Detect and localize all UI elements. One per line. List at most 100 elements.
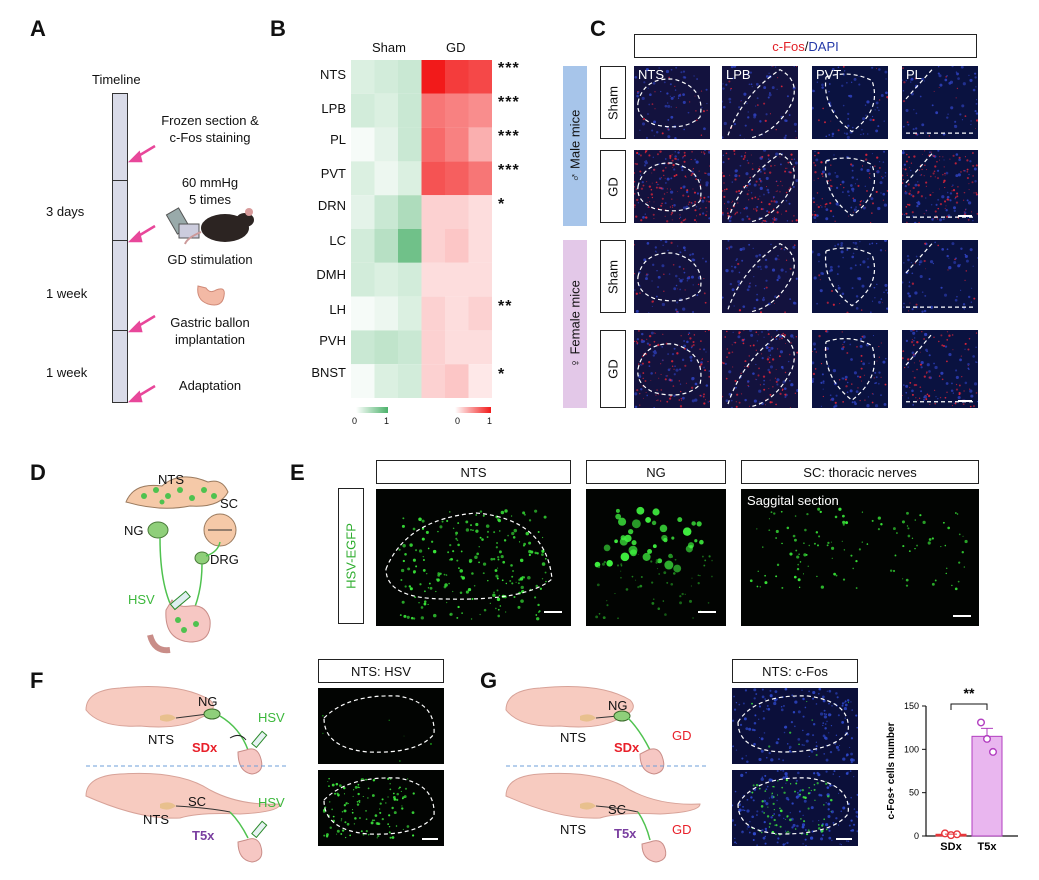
micrograph-g-top <box>732 688 858 764</box>
timeline-bar <box>112 93 128 403</box>
heatmap-cell-gd <box>421 161 445 196</box>
colorbar-green-max: 1 <box>384 416 390 426</box>
heatmap-cell-gd <box>445 330 469 365</box>
heatmap-cell-sham <box>374 229 398 263</box>
heatmap-cell-sham <box>374 364 398 398</box>
y-axis-label: c-Fos+ cells number <box>886 722 897 819</box>
micrograph-lpb <box>722 240 798 313</box>
male-mice-label: ♂ Male mice <box>567 109 583 183</box>
micrograph-nts: NTS <box>634 66 710 139</box>
x-tick-label: T5x <box>978 841 998 853</box>
row-label-lc: LC <box>329 233 346 248</box>
panel-label-b: B <box>270 16 286 41</box>
heatmap-cell-gd <box>421 127 445 162</box>
micrograph-e-sc: Saggital section <box>741 489 979 626</box>
sig-pvt: *** <box>498 162 520 179</box>
heatmap-cell-sham <box>374 262 398 297</box>
heatmap-cell-sham <box>374 127 398 162</box>
row-label-nts: NTS <box>320 67 346 82</box>
female-mice-band: ♀ Female mice <box>563 240 587 408</box>
panel-label-e: E <box>290 460 305 485</box>
e-header-ng: NG <box>586 460 726 484</box>
data-point <box>976 718 985 727</box>
heatmap-cell-sham <box>398 364 422 398</box>
heatmap-cell-gd <box>445 161 469 196</box>
heatmap-cell-gd <box>445 127 469 162</box>
f-bottom-nts: NTS <box>143 812 169 827</box>
timeline-divider <box>112 330 128 331</box>
micrograph-nts <box>634 330 710 408</box>
step-gd-stimulation: GD stimulation <box>167 252 253 267</box>
y-tick-label: 0 <box>914 831 919 841</box>
col-label-sham: Sham <box>372 40 406 55</box>
heatmap-cell-sham <box>374 195 398 229</box>
heatmap-cell-gd <box>421 262 445 297</box>
hsv-egfp-side-label: HSV-EGFP <box>338 488 364 624</box>
y-tick-label: 100 <box>904 744 919 754</box>
scale-bar <box>953 615 971 617</box>
heatmap-cell-sham <box>351 364 375 398</box>
heatmap-cell-gd <box>421 195 445 229</box>
micrograph-f-bottom <box>318 770 444 846</box>
timeline-arrows <box>127 144 156 403</box>
heatmap-cell-gd <box>445 262 469 297</box>
micrograph-e-ng <box>586 489 726 626</box>
scale-bar <box>958 215 972 217</box>
f-header: NTS: HSV <box>318 659 444 683</box>
heatmap-cell-gd <box>468 161 492 196</box>
sig-nts: *** <box>498 60 520 77</box>
panel-label-d: D <box>30 460 46 485</box>
scale-bar <box>958 400 972 402</box>
g-top-gd: GD <box>672 728 692 743</box>
heatmap-cell-gd <box>421 93 445 128</box>
header-dapi: DAPI <box>808 38 839 54</box>
heatmap-cell-sham <box>374 93 398 128</box>
micrograph-pl <box>902 150 978 223</box>
heatmap-cell-sham <box>351 161 375 196</box>
sig-drn: * <box>498 196 506 213</box>
sig-pl: *** <box>498 128 520 145</box>
panel-f-schematic <box>85 686 286 863</box>
heatmap-cell-gd <box>445 229 469 263</box>
data-point <box>988 747 997 756</box>
heatmap-cell-gd <box>445 60 469 94</box>
heatmap-cell-sham <box>374 296 398 331</box>
micrograph-lpb <box>722 330 798 408</box>
heatmap-cell-gd <box>468 229 492 263</box>
y-tick-label: 50 <box>909 788 919 798</box>
scale-bar <box>422 838 438 840</box>
micrograph-f-top <box>318 688 444 764</box>
row-label-drn: DRN <box>317 198 346 213</box>
heatmap-cell-sham <box>351 262 375 297</box>
heatmap-cell-sham <box>351 60 375 94</box>
heatmap-cell-gd <box>445 364 469 398</box>
heatmap-cell-gd <box>421 330 445 365</box>
heatmap-cell-gd <box>468 195 492 229</box>
panel-d-schematic <box>125 476 237 654</box>
micrograph-nts <box>634 150 710 223</box>
heatmap-cell-gd <box>468 93 492 128</box>
sig-lh: ** <box>498 298 513 315</box>
heatmap-cell-sham <box>398 229 422 263</box>
mouse-device-illustration <box>165 207 254 245</box>
panel-label-c: C <box>590 16 606 41</box>
x-tick-label: SDx <box>940 841 962 853</box>
heatmap-cell-sham <box>398 93 422 128</box>
heatmap-cell-sham <box>398 262 422 297</box>
significance-stars: ** <box>964 685 975 701</box>
f-top-nts: NTS <box>148 732 174 747</box>
colorbar-red <box>455 407 491 413</box>
heatmap-grid <box>351 60 492 398</box>
timeline-divider <box>112 180 128 181</box>
row-gd-male: GD <box>600 150 626 223</box>
micrograph-pvt <box>812 330 888 408</box>
scale-bar <box>836 838 852 840</box>
panel-g-schematic <box>505 686 706 863</box>
heatmap-cell-sham <box>374 161 398 196</box>
data-point <box>982 734 991 743</box>
f-bottom-t5x: T5x <box>192 828 215 843</box>
row-sham-female: Sham <box>600 240 626 313</box>
panel-label-g: G <box>480 668 498 693</box>
bar-t5x <box>971 735 1003 837</box>
micrograph-g-bottom <box>732 770 858 846</box>
